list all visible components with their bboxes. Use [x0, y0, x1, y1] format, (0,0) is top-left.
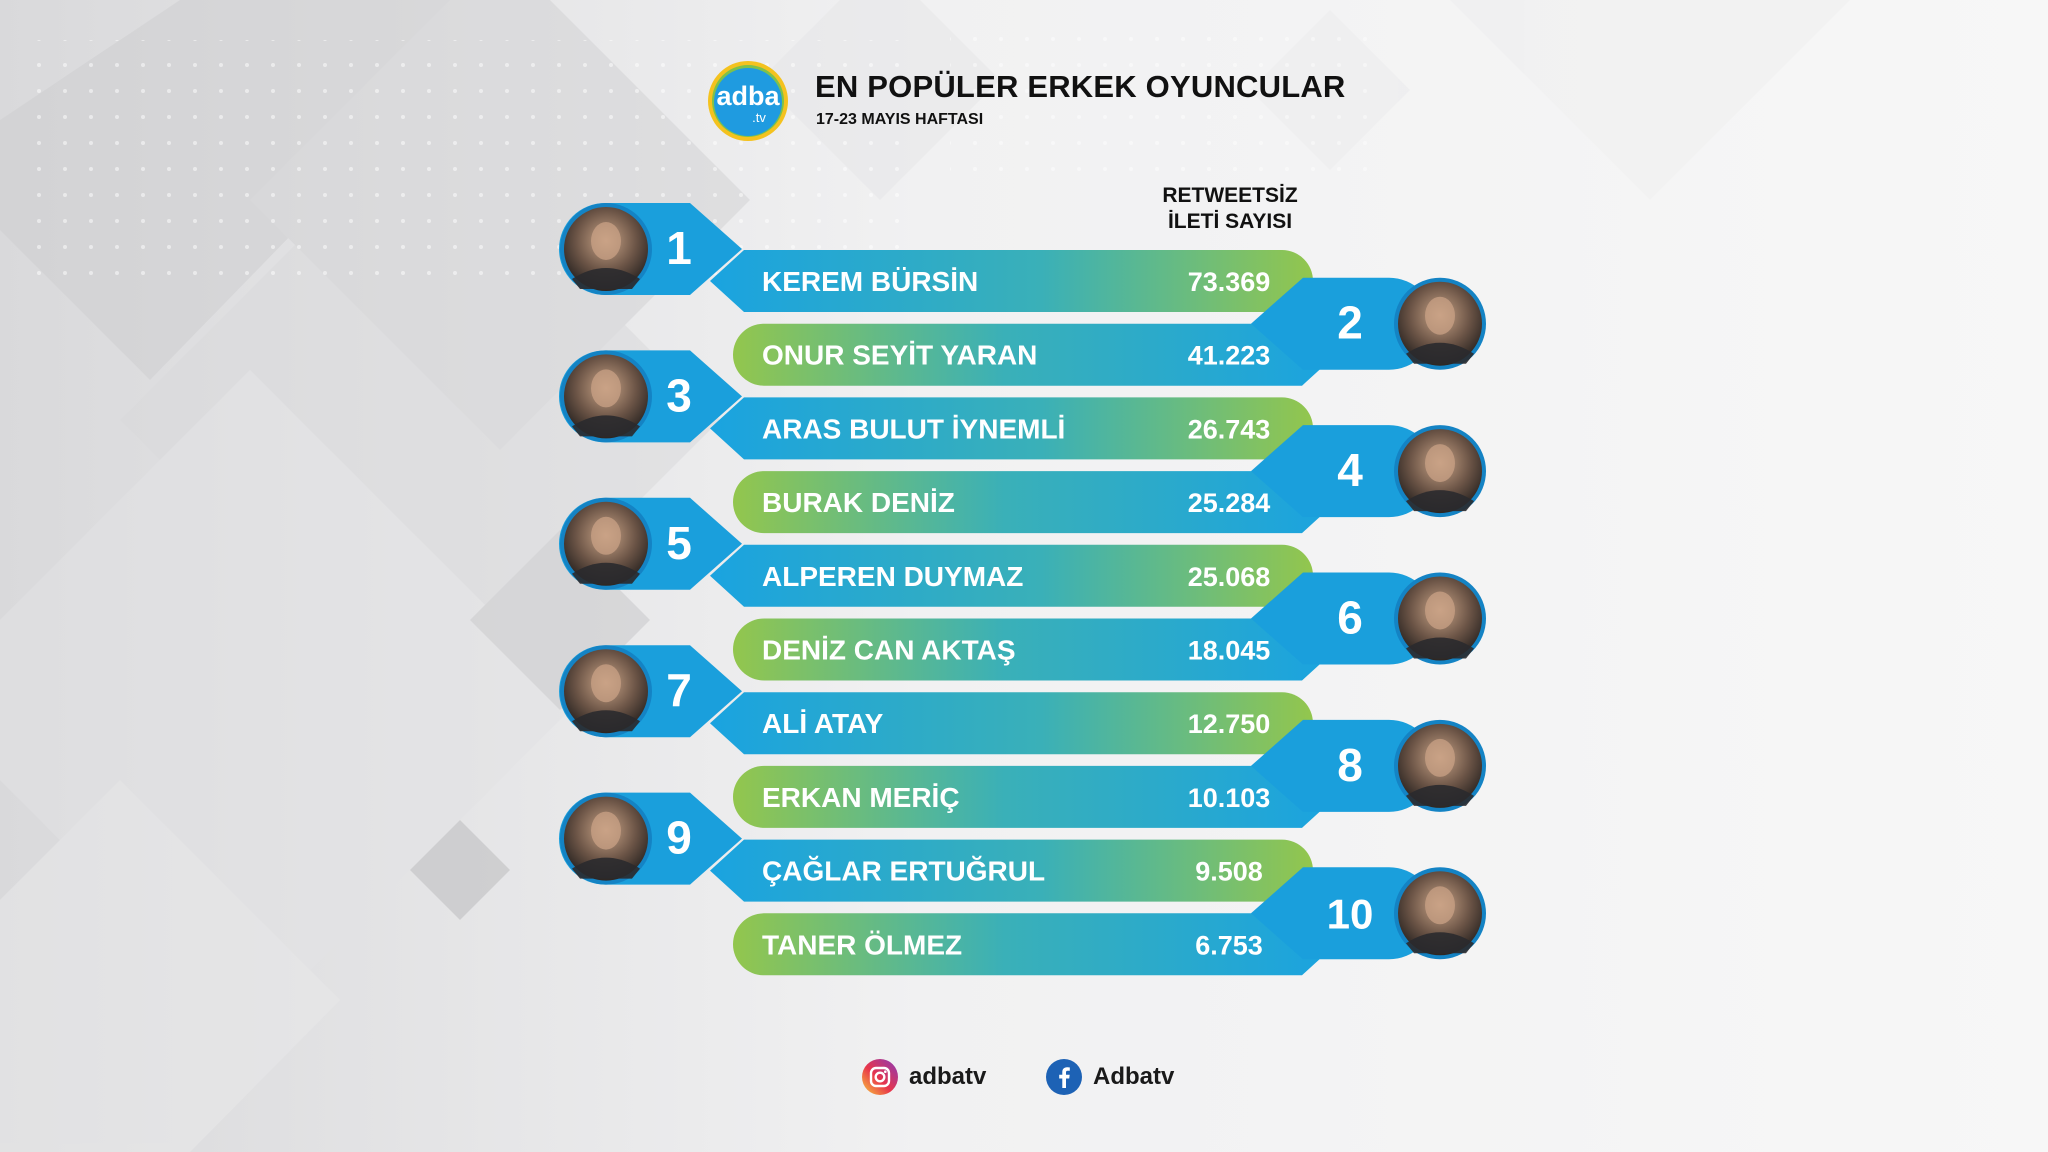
value-column-heading: RETWEETSİZ İLETİ SAYISI — [1130, 183, 1330, 235]
rank-badge — [1251, 719, 1435, 812]
actor-name: KEREM BÜRSİN — [762, 266, 978, 297]
rank-number: 9 — [666, 812, 692, 864]
page-subtitle: 17-23 MAYIS HAFTASI — [816, 111, 984, 128]
value-column-heading-line1: RETWEETSİZ — [1162, 184, 1298, 207]
ranking-row-8: 8 ERKAN MERİÇ 10.103 — [733, 719, 1486, 828]
actor-name: TANER ÖLMEZ — [762, 929, 962, 960]
actor-photo — [560, 203, 652, 295]
ranking-bar — [710, 397, 1313, 460]
rank-number: 2 — [1337, 297, 1363, 349]
value-column-heading-line2: İLETİ SAYISI — [1167, 210, 1293, 233]
post-count: 9.508 — [1195, 857, 1263, 887]
actor-photo — [1394, 572, 1486, 665]
actor-name: DENİZ CAN AKTAŞ — [762, 635, 1016, 666]
post-count: 18.045 — [1188, 636, 1271, 666]
post-count: 10.103 — [1188, 783, 1271, 813]
actor-name: ÇAĞLAR ERTUĞRUL — [762, 856, 1045, 887]
facebook-icon — [1046, 1059, 1082, 1095]
actor-name: ERKAN MERİÇ — [762, 782, 960, 813]
actor-photo — [560, 792, 652, 885]
ranking-row-5: 5 ALPEREN DUYMAZ 25.068 — [559, 497, 1313, 607]
ranking-bar — [710, 839, 1313, 902]
ranking-row-1: 1 KEREM BÜRSİN 73.369 — [559, 203, 1313, 312]
post-count: 73.369 — [1188, 267, 1271, 297]
rank-number: 10 — [1327, 890, 1374, 937]
ranking-bar — [710, 692, 1313, 755]
adba-logo: adba .tv — [707, 60, 789, 142]
ranking-row-7: 7 ALİ ATAY 12.750 — [559, 645, 1313, 755]
logo-text: adba — [716, 81, 780, 111]
actor-photo — [1394, 719, 1486, 812]
ranking-bar — [710, 250, 1313, 312]
instagram-link[interactable]: adbatv — [861, 1058, 986, 1096]
actor-name: ALİ ATAY — [762, 708, 884, 739]
post-count: 26.743 — [1188, 414, 1271, 444]
ranking-bar — [733, 323, 1336, 386]
rank-number: 8 — [1337, 739, 1363, 791]
rank-badge — [1251, 572, 1435, 665]
ranking-bar — [733, 618, 1336, 681]
rank-badge — [1251, 425, 1435, 518]
actor-photo — [560, 497, 652, 590]
rank-number: 6 — [1337, 592, 1363, 644]
rank-number: 4 — [1337, 444, 1363, 496]
rank-badge — [1251, 277, 1435, 370]
ranking-row-2: 2 ONUR SEYİT YARAN 41.223 — [733, 277, 1486, 386]
ranking-row-9: 9 ÇAĞLAR ERTUĞRUL 9.508 — [559, 792, 1313, 902]
actor-photo — [560, 350, 652, 443]
page-title: EN POPÜLER ERKEK OYUNCULAR — [815, 69, 1346, 104]
rank-badge — [1251, 867, 1435, 960]
ranking-row-4: 4 BURAK DENİZ 25.284 — [733, 425, 1486, 534]
ranking-bar — [710, 544, 1313, 607]
facebook-link[interactable]: Adbatv — [1045, 1058, 1174, 1096]
ranking-row-6: 6 DENİZ CAN AKTAŞ 18.045 — [733, 572, 1486, 681]
rank-number: 1 — [666, 222, 692, 274]
actor-photo — [560, 645, 652, 738]
actor-photo — [1394, 867, 1486, 960]
ranking-bar — [733, 765, 1336, 828]
actor-name: ONUR SEYİT YARAN — [762, 340, 1037, 371]
rank-number: 7 — [666, 664, 692, 716]
rank-number: 5 — [666, 517, 692, 569]
post-count: 41.223 — [1188, 341, 1271, 371]
ranking-bar — [733, 471, 1336, 534]
actor-name: BURAK DENİZ — [762, 487, 955, 518]
actor-name: ARAS BULUT İYNEMLİ — [762, 413, 1065, 444]
ranking-bar — [733, 913, 1336, 976]
facebook-handle: Adbatv — [1093, 1063, 1175, 1090]
instagram-handle: adbatv — [909, 1063, 987, 1090]
ranking-row-3: 3 ARAS BULUT İYNEMLİ 26.743 — [559, 350, 1313, 460]
post-count: 25.284 — [1188, 488, 1271, 518]
post-count: 12.750 — [1188, 709, 1271, 739]
actor-photo — [1394, 425, 1486, 518]
actor-photo — [1394, 277, 1486, 370]
actor-name: ALPEREN DUYMAZ — [762, 561, 1023, 592]
rank-number: 3 — [666, 369, 692, 421]
post-count: 25.068 — [1188, 562, 1271, 592]
ranking-row-10: 10 TANER ÖLMEZ 6.753 — [733, 867, 1486, 976]
post-count: 6.753 — [1195, 930, 1263, 960]
logo-sub-text: .tv — [752, 110, 766, 125]
instagram-icon — [862, 1059, 898, 1095]
